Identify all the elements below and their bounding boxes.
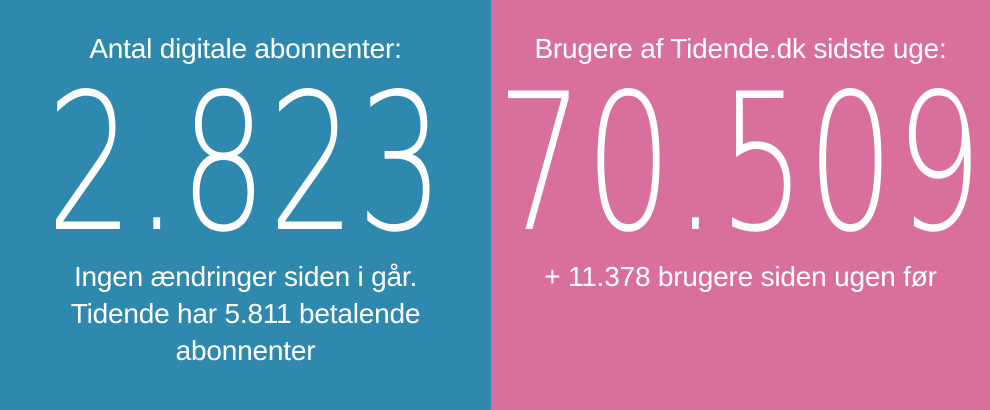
subscribers-panel: Antal digitale abonnenter: 2.823 Ingen æ… <box>0 0 491 410</box>
users-label: Brugere af Tidende.dk sidste uge: <box>534 33 947 64</box>
subscribers-label: Antal digitale abonnenter: <box>89 33 402 64</box>
subscribers-count: 2.823 <box>46 53 445 274</box>
subscribers-note: Ingen ændringer siden i går. Tidende har… <box>70 261 421 366</box>
users-count: 70.509 <box>496 53 985 274</box>
users-panel: Brugere af Tidende.dk sidste uge: 70.509… <box>491 0 990 410</box>
users-note: + 11.378 brugere siden ugen før <box>544 261 937 292</box>
